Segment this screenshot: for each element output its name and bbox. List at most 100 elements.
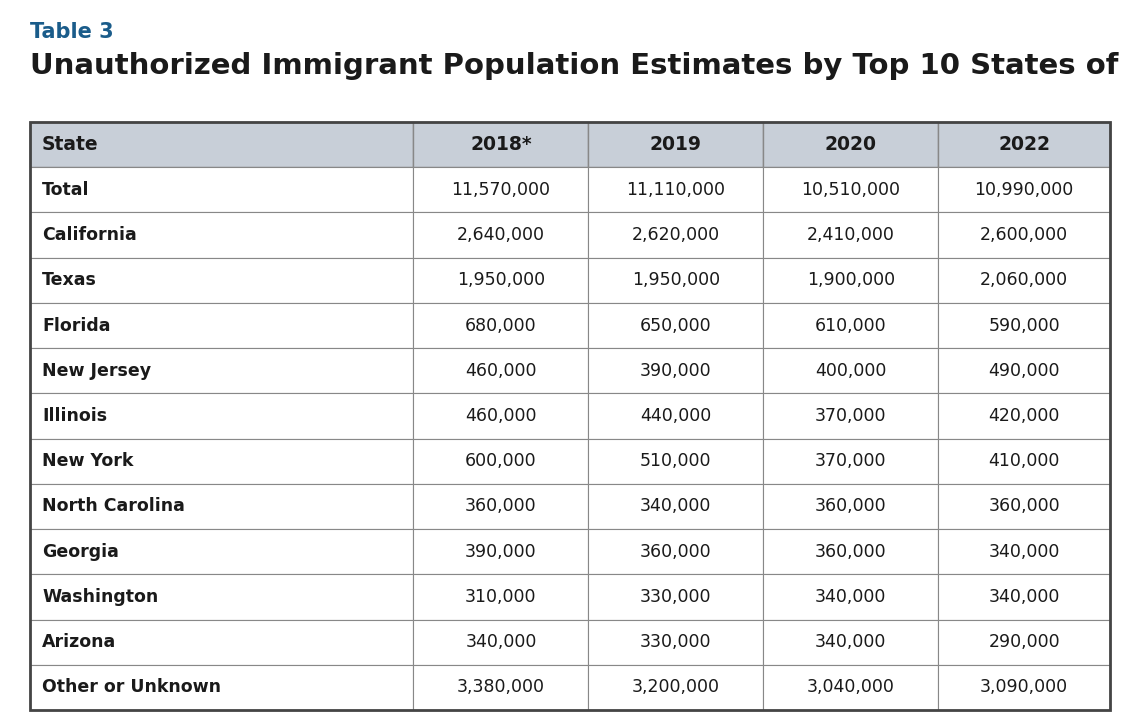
Bar — [413, 122, 588, 168]
Bar — [413, 484, 588, 529]
Text: 10,990,000: 10,990,000 — [974, 180, 1073, 199]
Bar — [938, 393, 1110, 439]
Text: 2,410,000: 2,410,000 — [807, 226, 894, 244]
Text: 2022: 2022 — [998, 135, 1050, 154]
Bar — [413, 529, 588, 574]
Bar — [764, 348, 938, 393]
Text: 2,600,000: 2,600,000 — [980, 226, 1069, 244]
Bar — [588, 439, 764, 484]
Text: 11,110,000: 11,110,000 — [627, 180, 726, 199]
Bar — [764, 212, 938, 258]
Text: Other or Unknown: Other or Unknown — [42, 679, 220, 697]
Bar — [588, 122, 764, 168]
Text: Washington: Washington — [42, 588, 159, 606]
Text: 2018*: 2018* — [470, 135, 532, 154]
Text: Georgia: Georgia — [42, 543, 119, 561]
Bar — [413, 212, 588, 258]
Bar — [30, 393, 413, 439]
Text: 360,000: 360,000 — [814, 497, 886, 516]
Bar — [588, 665, 764, 710]
Bar — [30, 303, 413, 348]
Bar — [938, 212, 1110, 258]
Bar — [588, 212, 764, 258]
Text: 590,000: 590,000 — [989, 316, 1060, 334]
Text: 3,380,000: 3,380,000 — [457, 679, 544, 697]
Bar — [938, 484, 1110, 529]
Text: 1,950,000: 1,950,000 — [457, 271, 544, 290]
Text: 600,000: 600,000 — [465, 452, 537, 470]
Bar — [938, 122, 1110, 168]
Text: 610,000: 610,000 — [814, 316, 886, 334]
Text: 330,000: 330,000 — [640, 588, 712, 606]
Bar — [30, 574, 413, 619]
Bar — [938, 619, 1110, 665]
Text: 370,000: 370,000 — [814, 407, 886, 425]
Bar — [413, 619, 588, 665]
Text: 490,000: 490,000 — [989, 362, 1060, 380]
Text: North Carolina: North Carolina — [42, 497, 184, 516]
Bar — [764, 303, 938, 348]
Text: 650,000: 650,000 — [640, 316, 712, 334]
Text: 680,000: 680,000 — [465, 316, 537, 334]
Bar — [588, 529, 764, 574]
Bar — [764, 393, 938, 439]
Bar — [413, 348, 588, 393]
Bar — [588, 574, 764, 619]
Text: 360,000: 360,000 — [814, 543, 886, 561]
Text: 360,000: 360,000 — [640, 543, 712, 561]
Text: Illinois: Illinois — [42, 407, 107, 425]
Bar — [938, 574, 1110, 619]
Text: 360,000: 360,000 — [989, 497, 1060, 516]
Bar — [30, 348, 413, 393]
Bar — [413, 574, 588, 619]
Text: 10,510,000: 10,510,000 — [801, 180, 900, 199]
Text: 1,950,000: 1,950,000 — [632, 271, 720, 290]
Text: State: State — [42, 135, 99, 154]
Bar — [413, 303, 588, 348]
Bar — [938, 258, 1110, 303]
Bar — [938, 303, 1110, 348]
Bar — [588, 303, 764, 348]
Text: 420,000: 420,000 — [989, 407, 1060, 425]
Bar — [30, 529, 413, 574]
Text: New York: New York — [42, 452, 134, 470]
Bar — [764, 258, 938, 303]
Text: 340,000: 340,000 — [466, 633, 537, 651]
Bar — [30, 484, 413, 529]
Bar — [764, 439, 938, 484]
Bar — [764, 484, 938, 529]
Text: 310,000: 310,000 — [465, 588, 537, 606]
Text: 440,000: 440,000 — [640, 407, 711, 425]
Text: 2,620,000: 2,620,000 — [632, 226, 720, 244]
Bar — [30, 258, 413, 303]
Text: 460,000: 460,000 — [465, 362, 537, 380]
Bar — [764, 529, 938, 574]
Text: 2,060,000: 2,060,000 — [980, 271, 1069, 290]
Bar — [588, 348, 764, 393]
Text: 2019: 2019 — [650, 135, 702, 154]
Bar — [938, 168, 1110, 212]
Text: 11,570,000: 11,570,000 — [451, 180, 550, 199]
Text: Table 3: Table 3 — [30, 22, 114, 42]
Text: 340,000: 340,000 — [816, 633, 886, 651]
Bar — [938, 529, 1110, 574]
Text: 3,040,000: 3,040,000 — [807, 679, 894, 697]
Text: 370,000: 370,000 — [814, 452, 886, 470]
Bar — [764, 574, 938, 619]
Bar — [413, 393, 588, 439]
Bar — [30, 122, 1110, 710]
Text: 340,000: 340,000 — [989, 543, 1060, 561]
Bar — [588, 619, 764, 665]
Bar — [938, 439, 1110, 484]
Bar — [30, 212, 413, 258]
Bar — [588, 484, 764, 529]
Text: 330,000: 330,000 — [640, 633, 712, 651]
Text: 3,090,000: 3,090,000 — [980, 679, 1069, 697]
Text: 340,000: 340,000 — [640, 497, 711, 516]
Bar — [30, 439, 413, 484]
Text: 2020: 2020 — [825, 135, 876, 154]
Text: Florida: Florida — [42, 316, 110, 334]
Text: New Jersey: New Jersey — [42, 362, 151, 380]
Text: California: California — [42, 226, 137, 244]
Bar — [30, 122, 413, 168]
